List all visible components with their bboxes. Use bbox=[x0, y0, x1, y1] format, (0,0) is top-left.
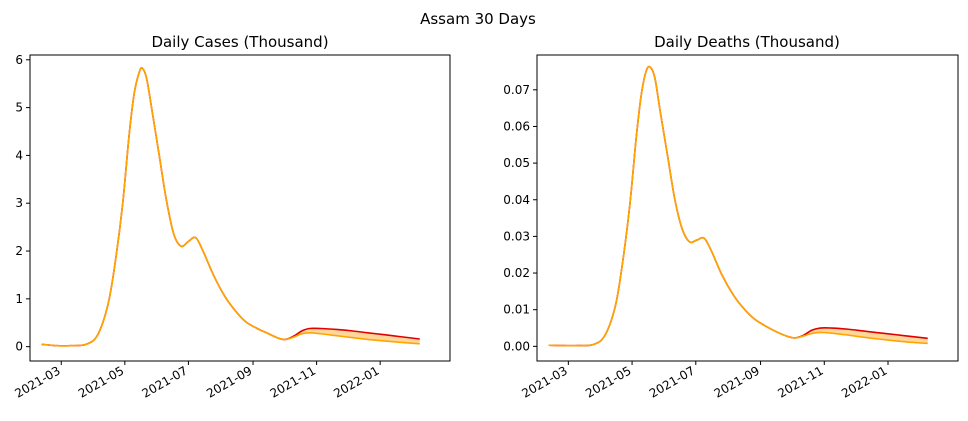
x-tick-label: 2021-07 bbox=[647, 363, 697, 400]
y-tick-label: 0 bbox=[15, 340, 23, 354]
uncertainty-band bbox=[548, 67, 928, 346]
x-tick-label: 2021-09 bbox=[712, 363, 762, 400]
y-tick-label: 2 bbox=[15, 244, 23, 258]
figure-title: Assam 30 Days bbox=[420, 10, 536, 28]
x-tick-label: 2021-03 bbox=[12, 363, 62, 400]
x-tick-label: 2021-05 bbox=[583, 363, 633, 400]
y-tick-label: 0.06 bbox=[503, 119, 530, 133]
y-tick-label: 5 bbox=[15, 101, 23, 115]
y-tick-label: 4 bbox=[15, 148, 23, 162]
series-line-1 bbox=[41, 67, 420, 347]
y-tick-label: 0.05 bbox=[503, 156, 530, 170]
y-tick-label: 6 bbox=[15, 53, 23, 67]
x-tick-label: 2021-11 bbox=[268, 363, 318, 400]
x-tick-label: 2021-07 bbox=[139, 363, 189, 400]
chart-title: Daily Deaths (Thousand) bbox=[654, 33, 840, 51]
x-tick-label: 2021-11 bbox=[775, 363, 825, 400]
y-tick-label: 0.02 bbox=[503, 266, 530, 280]
x-tick-label: 2022-01 bbox=[331, 363, 381, 400]
chart-title: Daily Cases (Thousand) bbox=[151, 33, 328, 51]
x-tick-label: 2021-05 bbox=[76, 363, 126, 400]
axes-frame bbox=[536, 54, 959, 362]
plot-area: 0.00 0.01 0.02 0.03 0.04 0.05 0.06 0.07 2021-03 2… bbox=[503, 54, 959, 401]
series-line-1 bbox=[548, 65, 928, 347]
y-tick-label: 0.03 bbox=[503, 229, 530, 243]
y-tick-label: 0.01 bbox=[503, 303, 530, 317]
x-tick-label: 2021-09 bbox=[204, 363, 254, 400]
y-tick-label: 3 bbox=[15, 196, 23, 210]
x-tick-label: 2021-03 bbox=[519, 363, 569, 400]
y-tick-label: 0.07 bbox=[503, 83, 530, 97]
y-tick-label: 0.00 bbox=[503, 339, 530, 353]
y-tick-label: 1 bbox=[15, 292, 23, 306]
chart-daily-deaths: Daily Deaths (Thousand) 0.00 0.01 0.02 0.03… bbox=[503, 33, 959, 401]
series-line-0 bbox=[548, 65, 928, 347]
plot-area: 0 1 2 3 4 5 6 2021-03 2021-05 2021-07 2021-09 2021-… bbox=[12, 53, 451, 401]
axes-frame bbox=[29, 54, 451, 362]
x-tick-label: 2022-01 bbox=[839, 363, 889, 400]
chart-daily-cases: Daily Cases (Thousand) 0 1 2 3 4 5 6 2021-03 202… bbox=[12, 33, 451, 401]
y-tick-label: 0.04 bbox=[503, 193, 530, 207]
